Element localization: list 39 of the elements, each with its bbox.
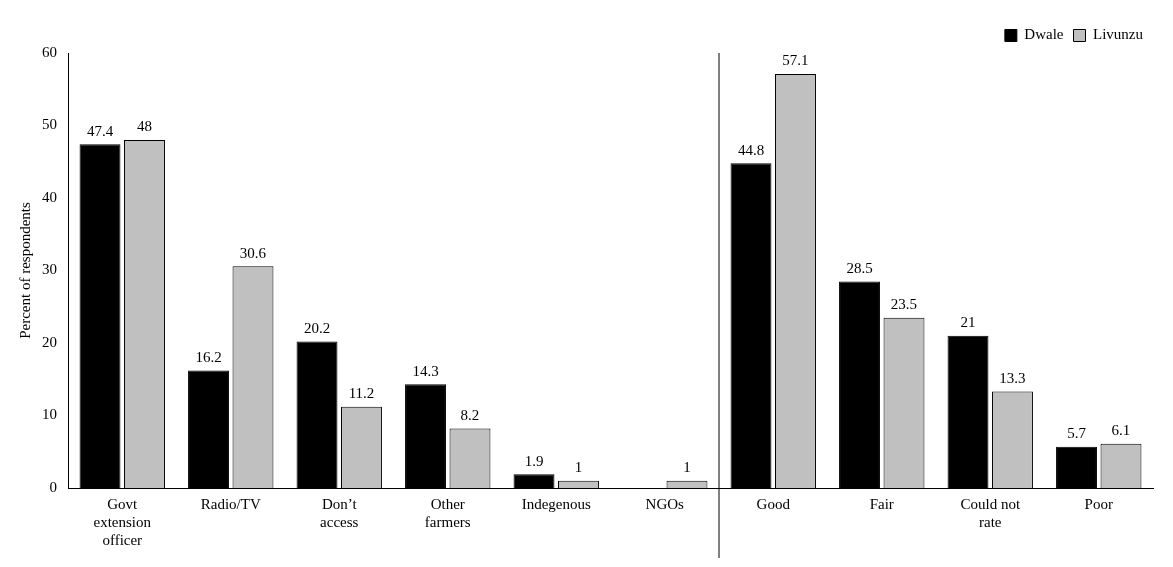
data-label: 44.8 xyxy=(737,141,765,158)
data-label: 1 xyxy=(683,459,691,476)
x-tick-label: Govt extension officer xyxy=(93,495,152,548)
data-label: 21 xyxy=(960,314,976,331)
data-label: 11.2 xyxy=(348,385,375,402)
x-tick-label: Good xyxy=(756,495,791,512)
data-label: 1 xyxy=(574,459,583,476)
legend-label: Livunzu xyxy=(1093,26,1144,43)
y-tick-label: 30 xyxy=(42,261,57,278)
data-label: 23.5 xyxy=(890,296,918,313)
data-label: 47.4 xyxy=(86,122,114,139)
data-label: 20.2 xyxy=(303,319,331,336)
y-tick-label: 0 xyxy=(49,478,57,495)
data-label: 5.7 xyxy=(1067,425,1087,442)
y-tick-label: 60 xyxy=(42,43,57,60)
x-tick-label: Don’t access xyxy=(320,495,359,530)
x-tick-label: Radio/TV xyxy=(200,495,261,512)
x-tick-label: Indegenous xyxy=(521,495,591,512)
data-label: 13.3 xyxy=(999,370,1026,387)
data-label: 48 xyxy=(136,118,152,135)
data-label: 14.3 xyxy=(412,362,439,379)
x-tick-label: Fair xyxy=(869,495,894,512)
x-tick-label: Poor xyxy=(1084,495,1113,512)
data-label: 8.2 xyxy=(460,406,480,423)
y-tick-label: 10 xyxy=(42,406,57,423)
data-label: 28.5 xyxy=(846,259,873,276)
y-axis-title: Percent of respondents xyxy=(16,202,33,339)
data-label: 1.9 xyxy=(524,452,544,469)
y-tick-label: 40 xyxy=(42,188,57,205)
x-tick-label: Other farmers xyxy=(424,495,471,530)
data-label: 57.1 xyxy=(782,52,809,69)
x-tick-label: NGOs xyxy=(645,495,685,512)
y-tick-label: 20 xyxy=(42,333,57,350)
legend-label: Dwale xyxy=(1024,26,1064,43)
x-tick-label: Could not rate xyxy=(960,495,1021,530)
data-label: 30.6 xyxy=(239,244,267,261)
data-label: 16.2 xyxy=(195,348,222,365)
data-label: 6.1 xyxy=(1111,422,1131,439)
y-tick-label: 50 xyxy=(42,116,57,133)
